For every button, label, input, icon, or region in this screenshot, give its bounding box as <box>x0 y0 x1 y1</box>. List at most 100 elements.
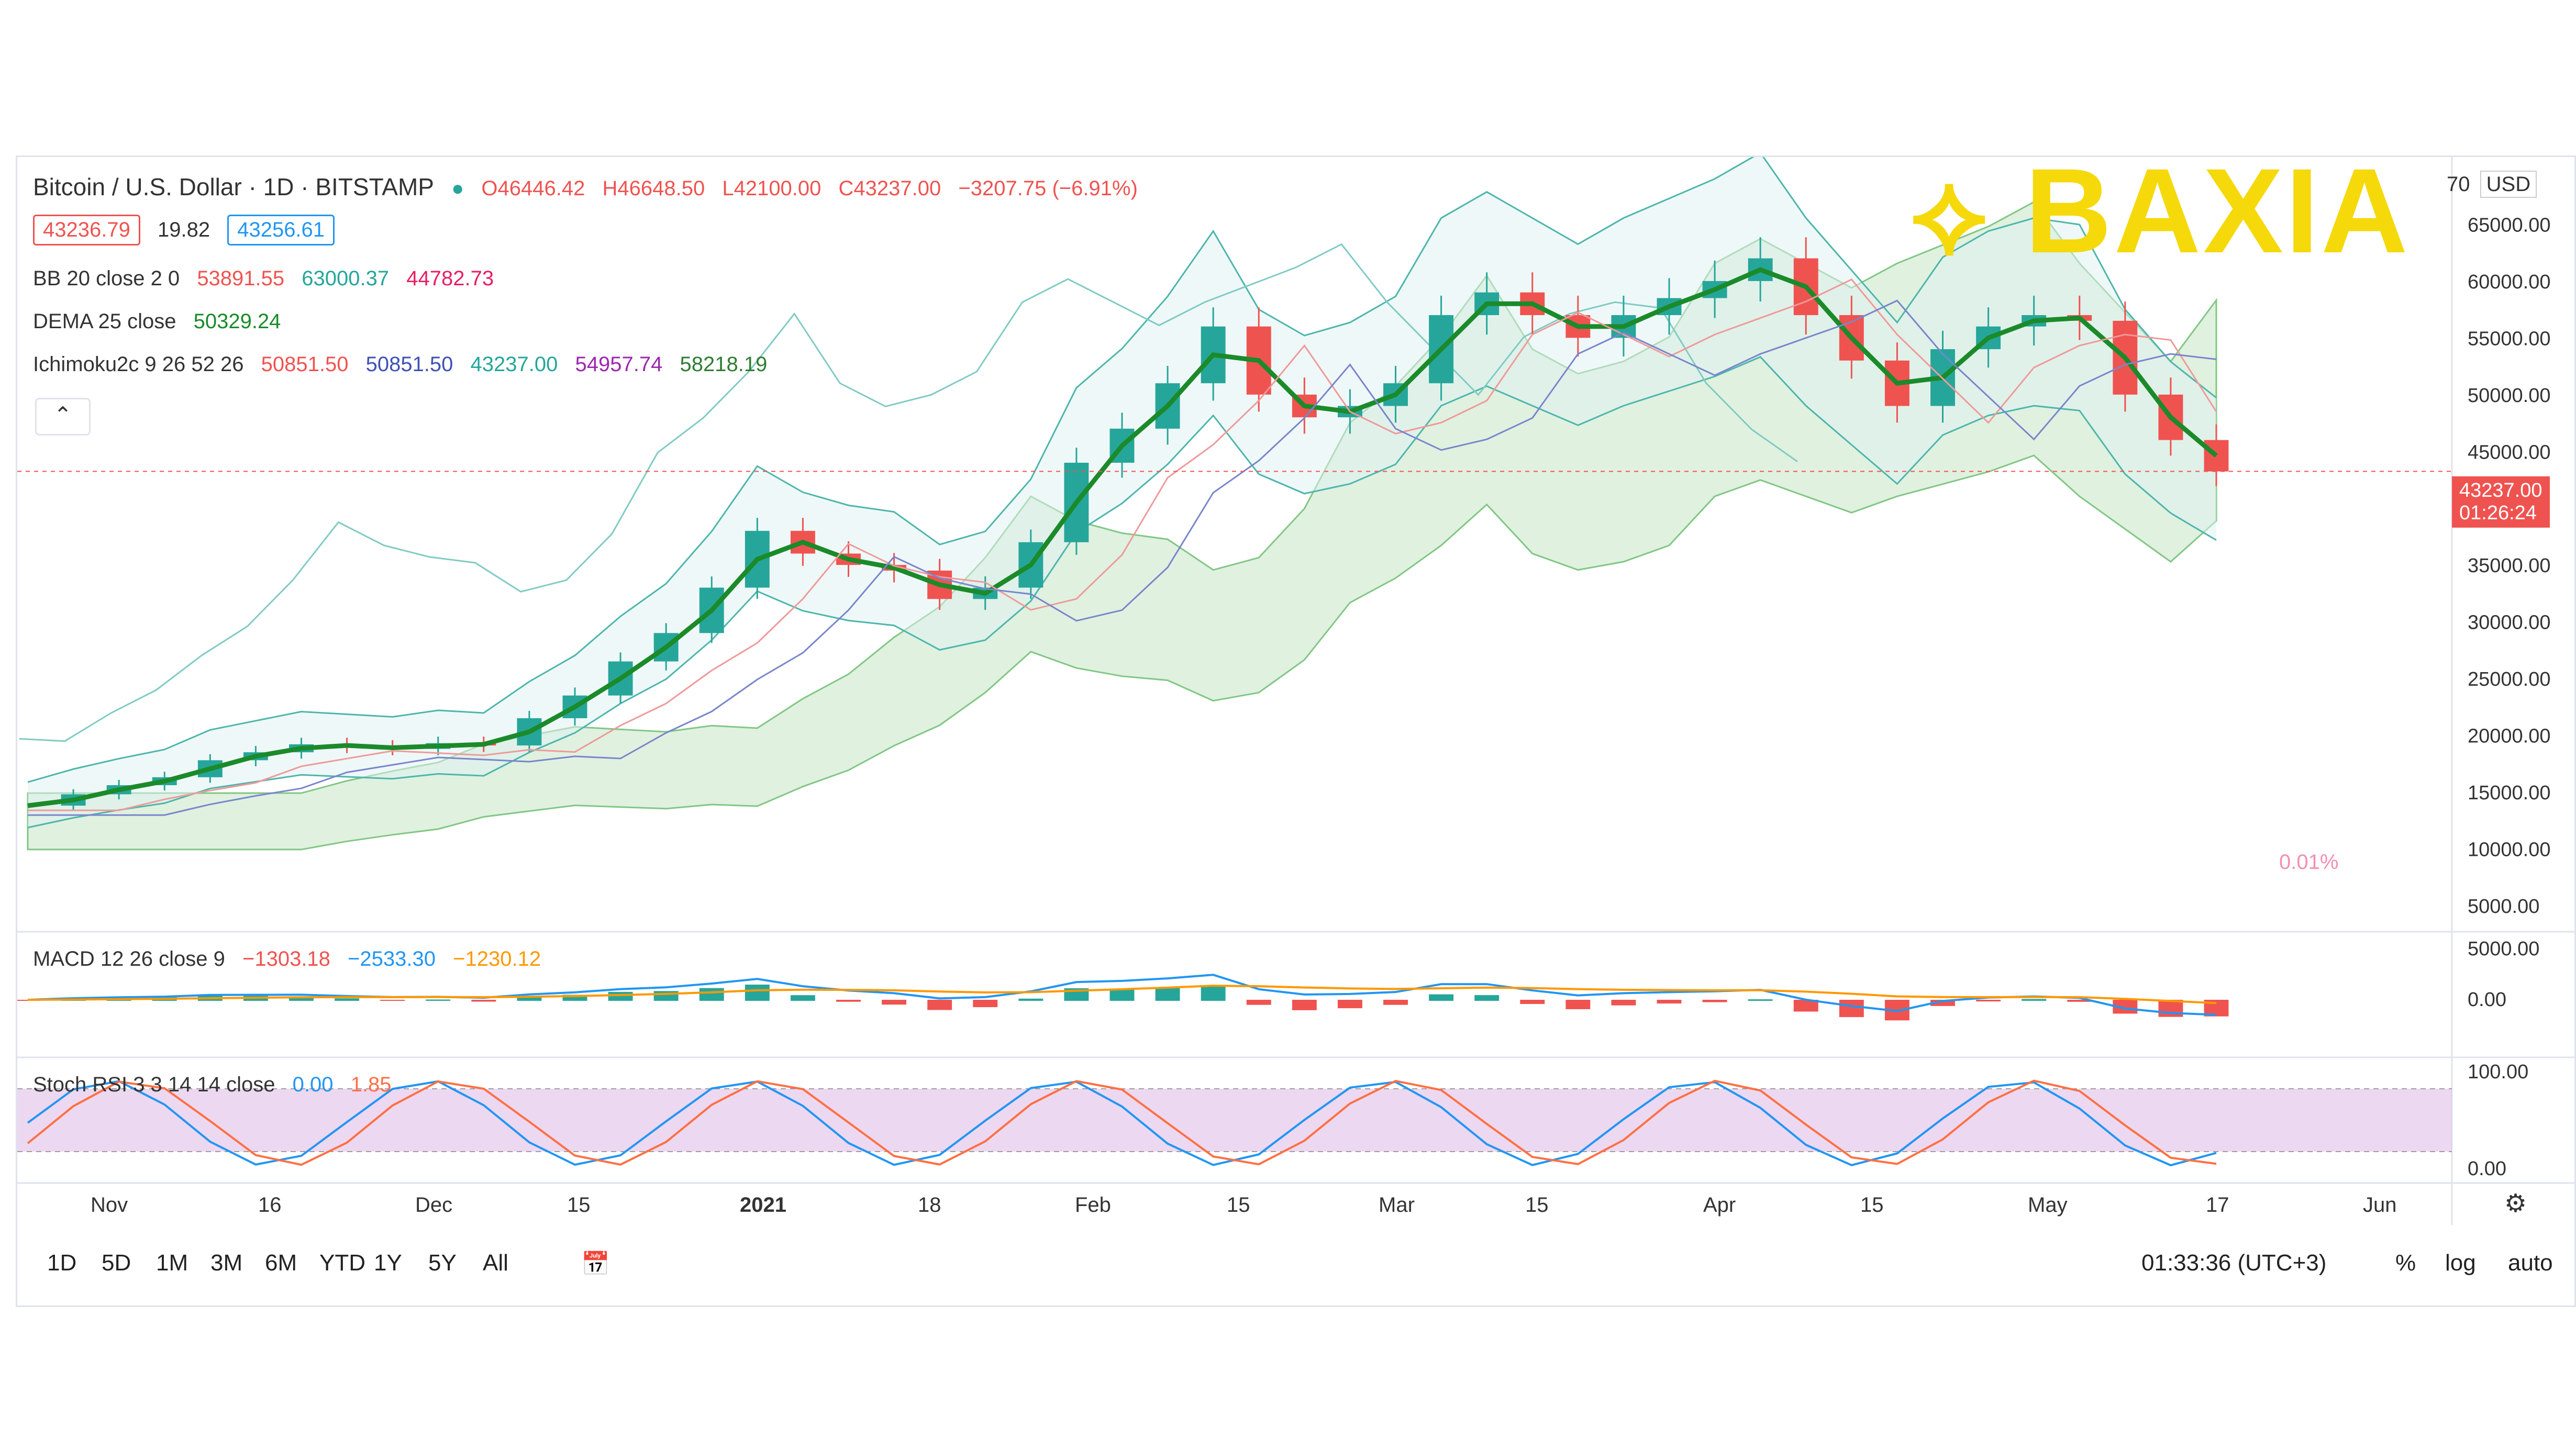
stoch-value-2: 1.85 <box>350 1073 392 1096</box>
macd-histogram-bar <box>335 998 360 1001</box>
macd-histogram-bar <box>1839 1000 1864 1018</box>
time-tick-label: 18 <box>918 1193 941 1216</box>
range-button-1m[interactable]: 1M <box>156 1250 188 1276</box>
macd-histogram-bar <box>745 984 770 1001</box>
bid-button[interactable]: 43236.79 <box>33 215 140 245</box>
calendar-icon[interactable]: 📅 <box>581 1251 610 1277</box>
bb-label: BB 20 close 2 0 <box>33 267 180 290</box>
last-price-tag: 43237.00 01:26:24 <box>2452 476 2550 528</box>
macd-histogram-bar <box>517 997 542 1001</box>
time-tick-label: Feb <box>1075 1193 1111 1216</box>
legend-macd[interactable]: MACD 12 26 close 9 −1303.18 −2533.30 −12… <box>33 947 552 971</box>
macd-histogram-bar <box>608 991 633 1001</box>
chart-frame: 65000.00 60000.00 55000.00 50000.00 45000.00… <box>16 155 2576 1307</box>
macd-histogram-bar <box>562 995 587 1001</box>
time-tick-label: 15 <box>1227 1193 1250 1216</box>
macd-histogram-bar <box>882 1000 907 1005</box>
time-tick-label: May <box>2028 1193 2068 1216</box>
macd-histogram-bar <box>653 991 679 1001</box>
macd-value-1: −1303.18 <box>242 947 330 970</box>
price-tick-label: 60000.00 <box>2468 271 2551 293</box>
macd-histogram-bar <box>699 988 724 1001</box>
macd-histogram-bar <box>1246 1000 1271 1005</box>
legend-dema[interactable]: DEMA 25 close 50329.24 <box>33 310 292 333</box>
stoch-d-line <box>27 1079 2217 1166</box>
macd-histogram-bar <box>1337 1000 1362 1009</box>
macd-histogram-bar <box>2022 999 2047 1001</box>
settings-gear-icon[interactable]: ⚙ <box>2504 1189 2527 1218</box>
chart-canvas[interactable]: 65000.00 60000.00 55000.00 50000.00 45000.00… <box>17 157 2574 1305</box>
percent-toggle[interactable]: % <box>2395 1250 2416 1276</box>
macd-histogram-bar <box>289 996 314 1001</box>
macd-histogram-bar <box>973 1000 998 1008</box>
ohlc-low: L42100.00 <box>722 177 821 200</box>
ichimoku-conversion-line <box>28 278 2217 811</box>
macd-value-2: −2533.30 <box>348 947 436 970</box>
dema-value: 50329.24 <box>193 310 281 333</box>
legend-ichimoku[interactable]: Ichimoku2c 9 26 52 26 50851.50 50851.50 … <box>33 353 779 376</box>
stoch-tick-label: 100.00 <box>2468 1061 2528 1083</box>
bb-value-2: 63000.37 <box>302 267 390 290</box>
stoch-band <box>17 1089 2452 1152</box>
range-button-all[interactable]: All <box>483 1250 508 1276</box>
currency-badge[interactable]: USD <box>2480 171 2537 198</box>
stoch-k-line <box>27 1080 2217 1167</box>
stoch-value-1: 0.00 <box>292 1073 334 1096</box>
time-tick-label: Nov <box>91 1193 128 1216</box>
bb-value-3: 44782.73 <box>406 267 494 290</box>
symbol-title[interactable]: Bitcoin / U.S. Dollar · 1D · BITSTAMP <box>33 173 434 200</box>
macd-histogram-bar <box>836 1000 861 1002</box>
baxia-logo: ⟡ BAXIA <box>1911 141 2410 281</box>
clock-display[interactable]: 01:33:36 (UTC+3) <box>2141 1250 2327 1276</box>
price-tick-label: 25000.00 <box>2468 668 2551 690</box>
price-tick-label: 45000.00 <box>2468 441 2551 463</box>
macd-histogram-bar <box>1155 987 1180 1001</box>
last-price: 43237.00 <box>2459 479 2542 501</box>
macd-tick-label: 5000.00 <box>2468 938 2539 960</box>
ohlc-open: O46446.42 <box>481 177 585 200</box>
macd-histogram-bar <box>1793 1000 1818 1012</box>
legend-bb[interactable]: BB 20 close 2 0 53891.55 63000.37 44782.… <box>33 267 505 291</box>
ichimoku-value-5: 58218.19 <box>680 353 768 376</box>
macd-histogram-bar <box>1018 998 1043 1001</box>
ichimoku-base-line <box>28 299 2217 816</box>
range-button-1y[interactable]: 1Y <box>374 1250 402 1276</box>
time-tick-label: 17 <box>2206 1193 2229 1216</box>
bb-value-1: 53891.55 <box>197 267 285 290</box>
range-button-5d[interactable]: 5D <box>102 1250 131 1276</box>
macd-histogram-bar <box>1657 1000 1682 1004</box>
range-button-5y[interactable]: 5Y <box>428 1250 457 1276</box>
log-toggle[interactable]: log <box>2445 1250 2476 1276</box>
low-note: 0.01% <box>2279 851 2339 874</box>
time-tick-label: Jun <box>2363 1193 2397 1216</box>
range-button-1d[interactable]: 1D <box>47 1250 77 1276</box>
top-axis-label: 70 USD <box>2447 171 2548 198</box>
range-button-ytd[interactable]: YTD <box>319 1250 365 1276</box>
macd-histogram-bar <box>1520 1000 1545 1004</box>
ohlc-close: C43237.00 <box>838 177 941 200</box>
macd-histogram-bar <box>1930 1000 1955 1006</box>
macd-histogram-bar <box>380 1000 405 1001</box>
time-tick-label: 15 <box>567 1193 591 1216</box>
bottom-toolbar: 1D 5D 1M 3M 6M YTD 1Y 5Y All 📅 01:33:36 (UTC+3) … <box>16 1225 2560 1303</box>
collapse-legend-button[interactable]: ⌃ <box>35 398 91 436</box>
top-tick: 70 <box>2447 173 2470 196</box>
macd-histogram-bar <box>1429 994 1454 1001</box>
ohlc-high: H46648.50 <box>602 177 705 200</box>
ichimoku-value-2: 50851.50 <box>365 353 453 376</box>
range-button-3m[interactable]: 3M <box>210 1250 243 1276</box>
macd-histogram-bar <box>1474 995 1500 1001</box>
dema-label: DEMA 25 close <box>33 310 176 333</box>
macd-histogram-bar <box>2067 1000 2092 1002</box>
auto-toggle[interactable]: auto <box>2508 1250 2553 1276</box>
ichimoku-lagging-line <box>19 243 1798 742</box>
ask-button[interactable]: 43256.61 <box>227 215 335 245</box>
macd-tick-label: 0.00 <box>2468 989 2506 1011</box>
legend-stoch[interactable]: Stoch RSI 3 3 14 14 close 0.00 1.85 <box>33 1073 403 1097</box>
range-button-6m[interactable]: 6M <box>265 1250 297 1276</box>
macd-histogram-bar <box>1565 1000 1591 1009</box>
price-tick-label: 5000.00 <box>2468 896 2539 918</box>
time-tick-label: Dec <box>415 1193 452 1216</box>
time-tick-label: Mar <box>1379 1193 1415 1216</box>
ichimoku-value-1: 50851.50 <box>261 353 349 376</box>
